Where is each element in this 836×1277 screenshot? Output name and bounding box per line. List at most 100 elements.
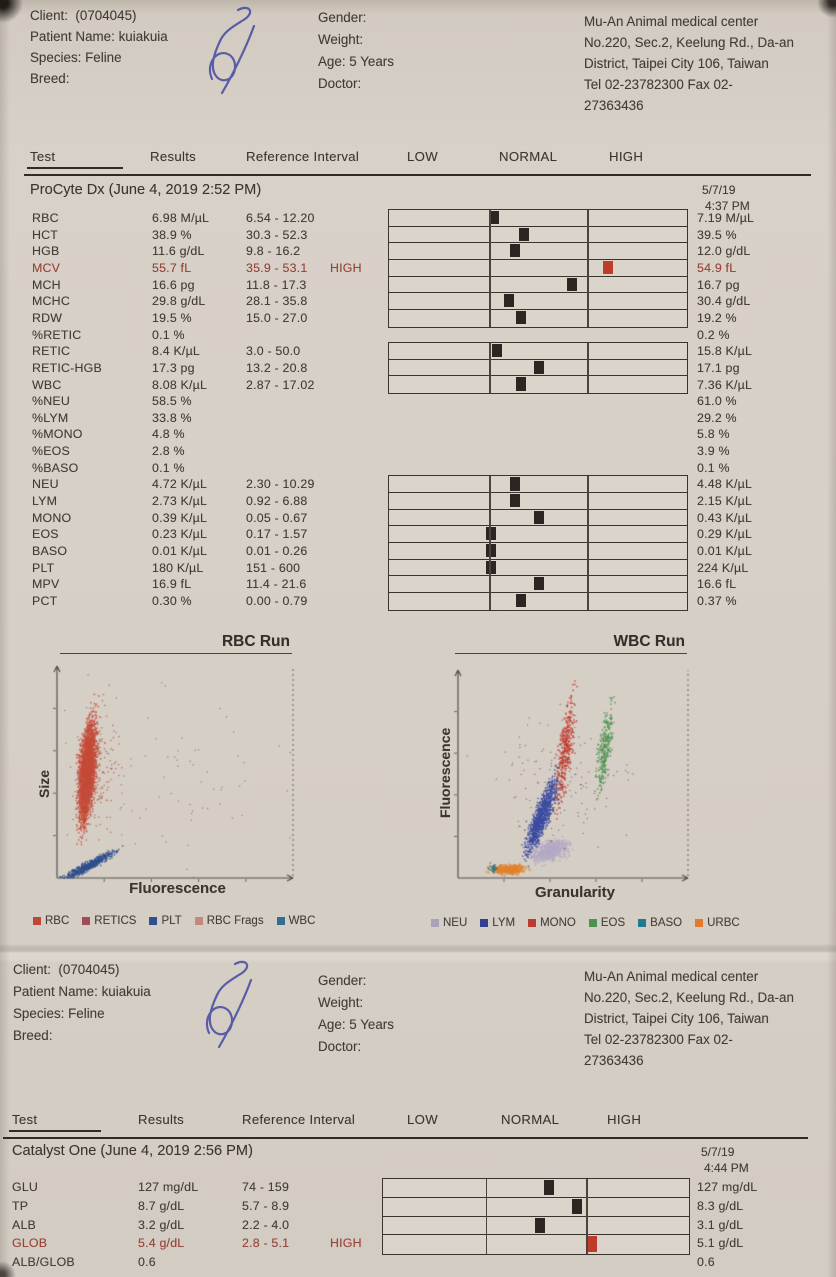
legend-item: BASO [638, 917, 682, 929]
test-name-cell: RBC [32, 211, 59, 225]
previous-result-cell: 0.6 [697, 1255, 715, 1270]
clinic-phone-line: Tel 02-23782300 Fax 02- [584, 77, 733, 92]
reference-interval-cell: 5.7 - 8.9 [242, 1198, 290, 1213]
range-row [389, 243, 687, 260]
result-marker [534, 577, 544, 591]
rbc-run-scatter-plot [45, 652, 301, 886]
client-label: Client: [13, 962, 51, 977]
legend-item: EOS [588, 917, 626, 929]
test-name-cell: GLU [12, 1180, 39, 1194]
client-label: Client: [30, 8, 68, 23]
range-row [389, 310, 687, 327]
previous-result-cell: 19.2 % [697, 310, 737, 325]
previous-result-cell: 54.9 fL [697, 260, 737, 275]
result-value-cell: 0.1 % [152, 327, 185, 342]
age-line: Age: 5 Years [318, 54, 394, 69]
clinic-address-line: No.220, Sec.2, Keelung Rd., Da-an [584, 35, 794, 50]
previous-result-cell: 16.7 pg [697, 277, 740, 292]
legend-item: RBC [33, 915, 69, 927]
header-rule [24, 174, 811, 177]
legend-label: PLT [161, 915, 182, 927]
species-value: Feline [85, 50, 122, 65]
test-name-cell: HGB [32, 244, 60, 259]
legend-swatch [638, 919, 647, 927]
previous-result-cell: 3.1 g/dL [697, 1217, 744, 1232]
test-name-cell: HCT [32, 227, 59, 242]
result-value-cell: 29.8 g/dL [152, 294, 206, 309]
wbc-run-title-text: WBC Run [613, 633, 685, 650]
clinic-fax-line: 27363436 [584, 98, 644, 113]
high-marker [603, 260, 613, 275]
reference-interval-cell: 30.3 - 52.3 [246, 227, 308, 242]
legend-label: EOS [600, 917, 626, 929]
previous-result-cell: 3.9 % [697, 444, 730, 459]
result-marker [567, 277, 577, 291]
previous-run-time: 4:44 PM [704, 1161, 749, 1175]
test-name-cell: WBC [32, 377, 62, 392]
previous-result-cell: 12.0 g/dL [697, 244, 751, 259]
wbc-run-scatter-plot [446, 656, 698, 886]
previous-result-cell: 7.19 M/µL [697, 211, 755, 225]
legend-swatch [149, 917, 158, 925]
test-name-cell: RETIC-HGB [32, 360, 102, 375]
legend-item: NEU [431, 917, 467, 929]
gender-label: Gender: [318, 973, 367, 988]
test-name-cell: ALB/GLOB [12, 1255, 75, 1270]
previous-result-cell: 127 mg/dL [697, 1180, 758, 1194]
test-underline [27, 167, 123, 169]
test-name-cell: MPV [32, 577, 60, 592]
clinic-address-line: District, Taipei City 106, Taiwan [584, 56, 769, 71]
result-marker [510, 477, 520, 491]
clinic-name: Mu-An Animal medical center [584, 14, 759, 29]
result-marker [510, 494, 520, 508]
previous-result-cell: 7.36 K/µL [697, 377, 753, 392]
species-line: Species: Feline [30, 50, 122, 65]
rbc-run-legend: RBC RETICS PLT RBC Frags WBC [33, 915, 315, 927]
patient-name-value: kuiakuia [101, 984, 151, 999]
doctor-label: Doctor: [318, 1039, 362, 1054]
result-value-cell: 0.1 % [152, 460, 185, 475]
column-header-low: LOW [407, 1112, 438, 1127]
reference-interval-cell: 0.17 - 1.57 [246, 527, 308, 542]
patient-name-line: Patient Name: kuiakuia [13, 984, 151, 999]
result-marker [510, 244, 520, 258]
range-row [389, 227, 687, 244]
previous-result-cell: 61.0 % [697, 394, 737, 409]
legend-item: RETICS [82, 915, 136, 927]
result-value-cell: 0.30 % [152, 593, 192, 608]
wbc-run-legend: NEU LYM MONO EOS BASO URBC [431, 917, 740, 929]
range-divider [489, 210, 491, 327]
legend-item: WBC [276, 915, 315, 927]
patient-name-line: Patient Name: kuiakuia [30, 29, 168, 44]
range-row [389, 277, 687, 294]
result-marker [516, 593, 526, 608]
age-value: 5 Years [349, 1017, 394, 1032]
result-value-cell: 33.8 % [152, 410, 192, 425]
breed-line: Breed: [13, 1028, 52, 1043]
column-header-low: LOW [407, 149, 438, 164]
test-name-cell: RETIC [32, 344, 71, 359]
panel-title-catalyst: Catalyst One (June 4, 2019 2:56 PM) [12, 1143, 253, 1159]
result-value-cell: 180 K/µL [152, 560, 204, 575]
rbc-run-title-text: RBC Run [221, 633, 290, 650]
test-name-cell: MCHC [32, 294, 70, 309]
previous-result-cell: 0.2 % [697, 327, 730, 342]
wbc-run-x-axis-label: Granularity [534, 884, 616, 901]
weight-label: Weight: [318, 32, 364, 47]
column-header-normal: NORMAL [499, 149, 558, 164]
result-marker [534, 510, 544, 524]
result-value-cell: 16.9 fL [152, 577, 192, 592]
range-divider [489, 476, 491, 610]
range-bar-group [388, 209, 688, 328]
range-bar-group [382, 1178, 690, 1256]
reference-interval-cell: 3.0 - 50.0 [246, 344, 301, 359]
previous-result-cell: 15.8 K/µL [697, 344, 753, 359]
legend-swatch [194, 917, 203, 925]
test-underline [9, 1130, 101, 1132]
clinic-address-line: No.220, Sec.2, Keelung Rd., Da-an [584, 990, 794, 1005]
age-label: Age: [318, 1017, 346, 1032]
client-line: Client: (0704045) [30, 8, 136, 23]
previous-result-cell: 2.15 K/µL [697, 494, 753, 509]
breed-label: Breed: [13, 1028, 53, 1043]
legend-swatch [480, 919, 489, 927]
